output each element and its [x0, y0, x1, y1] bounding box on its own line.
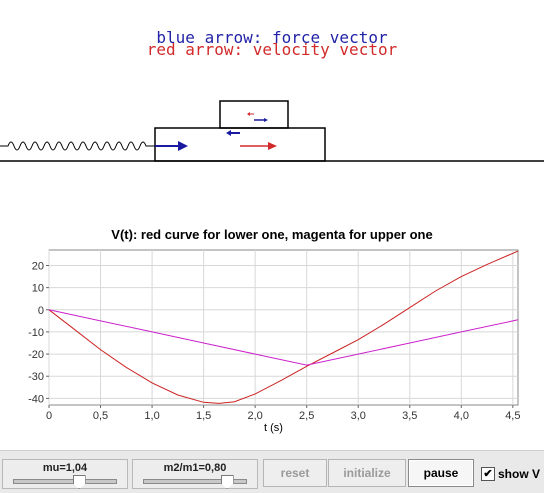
mu-slider[interactable]: mu=1,04 [2, 459, 128, 489]
y-tick-label: 10 [32, 283, 44, 295]
mass-ratio-slider-thumb[interactable] [220, 475, 234, 489]
mass-ratio-slider[interactable]: m2/m1=0,80 [132, 459, 258, 489]
velocity-chart: 0 0,5 1,0 1,5 2,0 2,5 3,0 3,5 4,0 4,5 -40 -30 -20 -10… [28, 249, 520, 434]
show-v-label: show V [498, 467, 541, 481]
plot-area [48, 249, 519, 406]
lower-block-velocity-arrow [240, 142, 277, 150]
x-tick-label: 3,0 [351, 410, 366, 422]
x-tick-label: 3,5 [402, 410, 417, 422]
x-axis-label: t (s) [264, 422, 283, 434]
simulation-canvas [0, 100, 544, 162]
initialize-button[interactable]: initialize [328, 459, 406, 487]
mass-ratio-slider-label: m2/m1=0,80 [163, 462, 227, 474]
x-tick-label: 0,5 [93, 410, 108, 422]
simulation-panel: blue arrow: force vector red arrow: velo… [0, 0, 544, 205]
y-tick-label: 20 [32, 261, 44, 273]
mu-slider-thumb[interactable] [72, 475, 86, 489]
velocity-chart-panel: V(t): red curve for lower one, magenta f… [0, 222, 544, 450]
upper-block-velocity-arrow [247, 112, 254, 116]
x-tick-label: 1,5 [196, 410, 211, 422]
upper-block[interactable] [219, 100, 289, 129]
lower-block-force-arrow [155, 141, 188, 151]
x-tick-label: 4,0 [454, 410, 469, 422]
y-tick-label: -20 [28, 349, 44, 361]
control-bar: mu=1,04 m2/m1=0,80 reset initialize paus… [0, 450, 544, 493]
upper-block-velocity-line [48, 309, 519, 366]
mass-ratio-slider-track[interactable] [143, 479, 247, 484]
y-tick-label: -10 [28, 327, 44, 339]
x-tick-label: 4,5 [505, 410, 520, 422]
mu-slider-label: mu=1,04 [42, 462, 88, 474]
chart-title: V(t): red curve for lower one, magenta f… [111, 227, 433, 242]
spring [0, 141, 155, 151]
y-tick-label: 0 [38, 305, 44, 317]
x-tick-label: 2,5 [299, 410, 314, 422]
x-tick-label: 0 [46, 410, 52, 422]
pause-button[interactable]: pause [408, 459, 474, 487]
friction-force-arrow [226, 130, 240, 136]
y-tick-label: -40 [28, 393, 44, 405]
lower-block-velocity-line [48, 250, 519, 404]
y-tick-label: -30 [28, 371, 44, 383]
x-tick-label: 2,0 [248, 410, 263, 422]
show-v-checkbox-box[interactable]: ✔ [481, 467, 495, 481]
reset-button[interactable]: reset [263, 459, 327, 487]
legend-velocity-vector: red arrow: velocity vector [146, 40, 398, 59]
x-tick-label: 1,0 [144, 410, 159, 422]
legend-force-vector: blue arrow: force vector [156, 28, 388, 47]
mu-slider-track[interactable] [13, 479, 117, 484]
upper-block-force-arrow [254, 118, 268, 122]
